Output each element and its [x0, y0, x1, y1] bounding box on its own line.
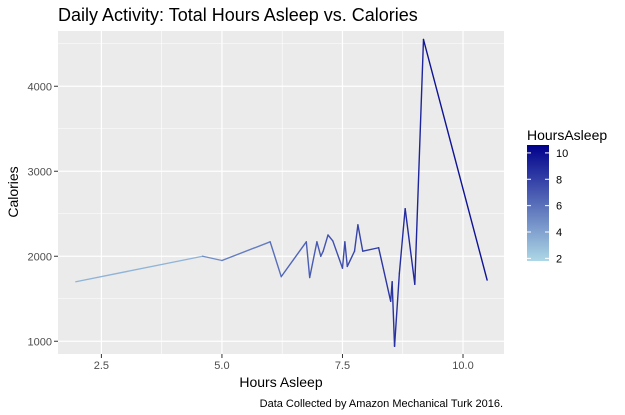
legend-colorbar [527, 145, 549, 261]
line-segment [353, 224, 359, 252]
chart-title: Daily Activity: Total Hours Asleep vs. C… [58, 5, 418, 25]
line-segment [404, 207, 416, 285]
y-axis: 1000 2000 3000 4000 [28, 81, 58, 348]
line-segment [398, 207, 406, 274]
major-gridlines [58, 31, 504, 354]
line-segment [341, 241, 346, 269]
line-segment [316, 241, 322, 257]
line-segment [75, 255, 204, 283]
line-segment [357, 224, 364, 252]
legend-tick-label: 6 [556, 201, 562, 213]
line-segment [221, 241, 271, 262]
line-segment [327, 234, 334, 242]
line-segment [305, 241, 311, 279]
x-tick-label: 2.5 [94, 360, 109, 372]
minor-gridlines [58, 31, 504, 354]
line-segment [322, 234, 329, 252]
legend-tick-label: 10 [556, 148, 568, 160]
y-tick-label: 3000 [28, 166, 52, 178]
line-segment [280, 241, 308, 278]
y-tick-label: 4000 [28, 81, 52, 93]
line-segment [346, 250, 356, 268]
legend-tick-label: 2 [556, 253, 562, 265]
line-segment [377, 247, 392, 302]
line-segment [414, 38, 425, 285]
legend-tick-label: 4 [556, 227, 562, 239]
line-segment [391, 281, 396, 348]
x-axis-title: Hours Asleep [239, 374, 322, 390]
y-axis-title: Calories [5, 166, 21, 217]
series-line [75, 38, 488, 348]
x-axis: 2.5 5.0 7.5 10.0 [94, 354, 474, 372]
line-segment [269, 241, 282, 278]
legend: HoursAsleep 2 4 6 8 10 [527, 127, 607, 265]
line-segment [362, 247, 380, 252]
x-tick-label: 10.0 [452, 360, 473, 372]
legend-ticks: 2 4 6 8 10 [527, 148, 568, 265]
line-segment [332, 240, 344, 269]
x-tick-label: 5.0 [214, 360, 229, 372]
line-segment [344, 241, 348, 268]
line-segment [308, 241, 318, 279]
legend-tick-label: 8 [556, 174, 562, 186]
y-tick-label: 1000 [28, 336, 52, 348]
line-segment [422, 38, 488, 281]
legend-title: HoursAsleep [527, 127, 607, 143]
line-segment [201, 255, 223, 262]
line-segment [393, 272, 401, 348]
caption: Data Collected by Amazon Mechanical Turk… [260, 398, 503, 410]
plot-panel [58, 31, 504, 354]
y-tick-label: 2000 [28, 251, 52, 263]
line-segment [320, 250, 324, 257]
x-tick-label: 7.5 [335, 360, 350, 372]
